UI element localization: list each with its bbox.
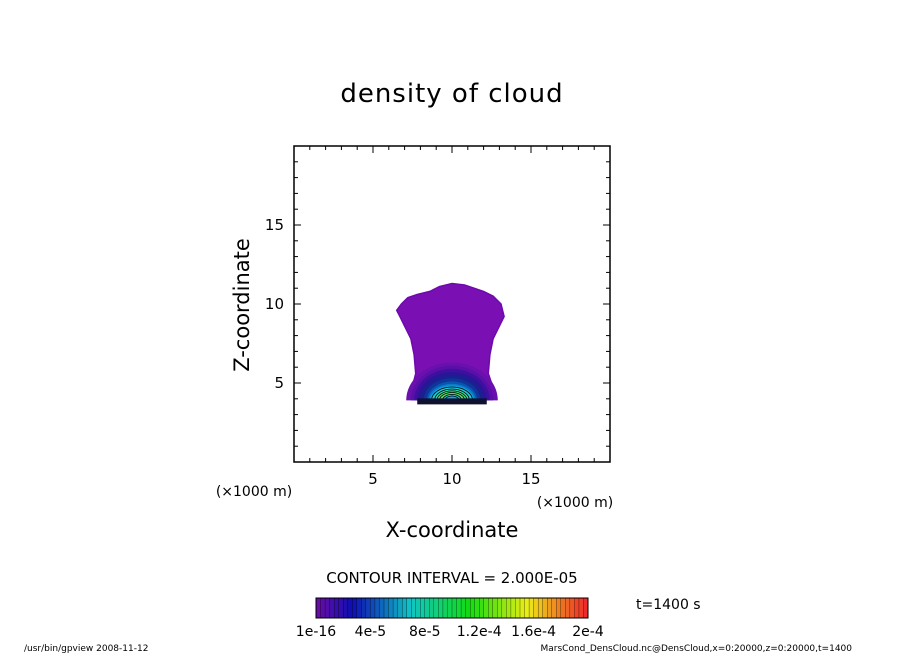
colorbar-segment [411, 597, 417, 619]
plot-frame [293, 145, 611, 463]
colorbar-frame [315, 597, 589, 619]
colorbar-segment [537, 597, 544, 619]
x-axis-unit: (×1000 m) [537, 495, 613, 511]
colorbar-segment [469, 597, 476, 619]
colorbar-segment [433, 597, 439, 619]
colorbar [315, 597, 589, 619]
colorbar-segment [343, 597, 349, 619]
colorbar-segment [479, 597, 485, 619]
colorbar-tick-label: 4e-5 [355, 624, 386, 640]
colorbar-segment [492, 597, 498, 619]
colorbar-segment [383, 597, 389, 619]
colorbar-segment [338, 597, 344, 619]
colorbar-segment [524, 597, 530, 619]
colorbar-segment [465, 597, 471, 619]
colorbar-segment [497, 597, 503, 619]
colorbar-segment [361, 597, 367, 619]
colorbar-tick-label: 1e-16 [296, 624, 336, 640]
colorbar-segment [397, 597, 403, 619]
colorbar-segment [474, 597, 480, 619]
y-tick-label: 15 [265, 216, 284, 234]
colorbar-segment [438, 597, 444, 619]
x-tick-label: 10 [442, 470, 461, 488]
footer-left: /usr/bin/gpview 2008-11-12 [24, 644, 148, 654]
colorbar-segment [578, 597, 584, 619]
colorbar-segment [420, 597, 426, 619]
colorbar-segment [519, 597, 525, 619]
colorbar-segment [370, 597, 376, 619]
y-axis-unit: (×1000 m) [216, 484, 292, 500]
colorbar-segment [533, 597, 539, 619]
core-base [417, 398, 487, 405]
colorbar-segment [429, 597, 435, 619]
colorbar-segment [460, 597, 467, 619]
colorbar-segment [506, 597, 512, 619]
time-label: t=1400 s [636, 597, 701, 613]
colorbar-segment [447, 597, 453, 619]
colorbar-segment [424, 597, 430, 619]
colorbar-segment [401, 597, 408, 619]
colorbar-segment [451, 597, 457, 619]
colorbar-tick-label: 8e-5 [409, 624, 440, 640]
plot-area [293, 145, 611, 463]
colorbar-segment [392, 597, 399, 619]
x-tick-label: 15 [521, 470, 540, 488]
colorbar-segment [315, 597, 321, 619]
contour-interval-label: CONTOUR INTERVAL = 2.000E-05 [326, 569, 577, 587]
colorbar-segment [320, 597, 326, 619]
colorbar-segment [528, 597, 535, 619]
footer-right: MarsCond_DensCloud.nc@DensCloud,x=0:2000… [541, 644, 853, 654]
colorbar-tick-labels: 1e-16 4e-5 8e-5 1.2e-4 1.6e-4 2e-4 [296, 624, 604, 640]
colorbar-segment [515, 597, 521, 619]
colorbar-segment [560, 597, 566, 619]
colorbar-segment [324, 597, 331, 619]
chart-title: density of cloud [340, 79, 563, 109]
colorbar-segment [565, 597, 571, 619]
colorbar-segment [542, 597, 548, 619]
colorbar-segment [574, 597, 580, 619]
colorbar-segment [551, 597, 557, 619]
colorbar-segment [406, 597, 412, 619]
colorbar-segment [388, 597, 394, 619]
colorbar-segment [456, 597, 462, 619]
colorbar-segment [510, 597, 516, 619]
colorbar-segment [329, 597, 335, 619]
cloud-density-field [395, 282, 505, 405]
colorbar-segment [415, 597, 421, 619]
colorbar-segment [569, 597, 575, 619]
colorbar-segment [483, 597, 489, 619]
colorbar-segment [333, 597, 340, 619]
colorbar-segment [547, 597, 553, 619]
x-tick-labels: 5 10 15 [368, 470, 540, 488]
colorbar-segment [488, 597, 494, 619]
colorbar-tick-label: 1.2e-4 [457, 624, 502, 640]
colorbar-tick-label: 1.6e-4 [511, 624, 556, 640]
colorbar-segment [352, 597, 358, 619]
colorbar-segment [356, 597, 362, 619]
colorbar-segment [374, 597, 380, 619]
colorbar-segment [379, 597, 385, 619]
colorbar-segment [556, 597, 562, 619]
colorbar-segment [347, 597, 353, 619]
colorbar-segment [501, 597, 507, 619]
x-axis-label: X-coordinate [386, 518, 519, 542]
x-tick-label: 5 [368, 470, 378, 488]
y-axis-label: Z-coordinate [230, 238, 254, 372]
y-tick-labels: 5 10 15 [265, 216, 284, 392]
y-tick-label: 10 [265, 295, 284, 313]
colorbar-tick-label: 2e-4 [572, 624, 604, 640]
y-tick-label: 5 [274, 374, 284, 392]
colorbar-segment [365, 597, 371, 619]
colorbar-segment [442, 597, 448, 619]
